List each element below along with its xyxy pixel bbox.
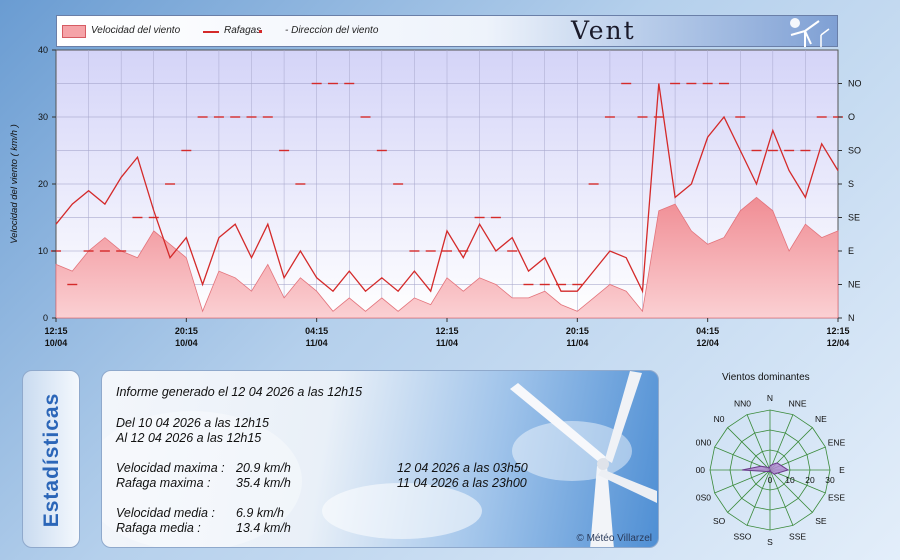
x-tick-time: 12:15 bbox=[826, 326, 849, 336]
rose-dir-label: SSE bbox=[789, 532, 806, 542]
legend-speed-label: Velocidad del viento bbox=[91, 25, 181, 36]
stats-max-speed-when: 12 04 2026 a las 03h50 bbox=[397, 461, 528, 475]
rose-dir-label: ENE bbox=[828, 437, 846, 447]
rose-data-polygon bbox=[741, 462, 790, 475]
rose-dir-label: S bbox=[767, 537, 773, 547]
rose-dir-label: 0 bbox=[696, 465, 701, 475]
x-tick-date: 12/04 bbox=[827, 338, 850, 348]
dir-tick-label: O bbox=[848, 112, 855, 122]
series bbox=[51, 82, 843, 319]
wind-rose-title: Vientos dominantes bbox=[722, 372, 810, 383]
rose-dir-label: SO bbox=[713, 516, 726, 526]
stats-max-gust-when: 11 04 2026 a las 23h00 bbox=[397, 476, 527, 490]
legend-dir-label: - Direccion del viento bbox=[285, 25, 379, 36]
rose-dir-label: ESE bbox=[828, 493, 845, 503]
wind-turbine-icon bbox=[790, 18, 830, 47]
stats-avg-gust-label: Rafaga media : bbox=[116, 521, 201, 535]
rose-dir-label: NNE bbox=[789, 398, 807, 408]
rose-spoke bbox=[727, 427, 771, 471]
dir-tick-label: NO bbox=[848, 79, 862, 89]
stats-panel: Informe generado el 12 04 2026 a las 12h… bbox=[101, 370, 659, 548]
axes: 0 10 20 30 40 N NE E SE S SO O NO 12:15 10/04 20:15 10/0… bbox=[38, 45, 862, 348]
y-tick-label: 0 bbox=[43, 313, 48, 323]
y-tick-label: 30 bbox=[38, 112, 48, 122]
legend-dir-swatch bbox=[259, 30, 262, 33]
rose-spoke bbox=[769, 469, 826, 494]
x-tick-date: 11/04 bbox=[306, 338, 328, 348]
x-tick-date: 11/04 bbox=[566, 338, 588, 348]
stats-max-speed-value: 20.9 km/h bbox=[236, 461, 291, 475]
x-tick-time: 04:15 bbox=[696, 326, 719, 336]
x-tick-time: 12:15 bbox=[44, 326, 67, 336]
x-tick-time: 12:15 bbox=[435, 326, 458, 336]
rose-spoke bbox=[769, 469, 813, 513]
y-tick-label: 20 bbox=[38, 179, 48, 189]
stats-max-gust-label: Rafaga maxima : bbox=[116, 476, 211, 490]
stats-period-from: Del 10 04 2026 a las 12h15 bbox=[116, 416, 269, 430]
rose-spoke bbox=[746, 469, 771, 526]
rose-dir-label: N bbox=[767, 393, 773, 403]
stats-period-to: Al 12 04 2026 a las 12h15 bbox=[116, 431, 262, 445]
legend-gust-label: Rafagas bbox=[224, 25, 262, 36]
legend-gust-swatch bbox=[203, 31, 219, 33]
wind-turbine-icon bbox=[102, 371, 657, 547]
stats-max-gust-value: 35.4 km/h bbox=[236, 476, 291, 490]
dir-tick-label: SE bbox=[848, 213, 860, 223]
x-tick-date: 10/04 bbox=[45, 338, 68, 348]
x-tick-time: 20:15 bbox=[175, 326, 198, 336]
rose-scale-label: 0 bbox=[768, 475, 773, 485]
y-tick-label: 10 bbox=[38, 246, 48, 256]
copyright-text: © Météo Villarzel bbox=[576, 533, 652, 544]
rose-spoke bbox=[714, 469, 771, 494]
rose-dir-label: E bbox=[839, 465, 845, 475]
rose-scale-label: 20 bbox=[805, 475, 815, 485]
stats-avg-speed-value: 6.9 km/h bbox=[236, 506, 284, 520]
dir-tick-label: E bbox=[848, 246, 854, 256]
rose-spoke bbox=[746, 414, 771, 471]
stats-avg-speed-label: Velocidad media : bbox=[116, 506, 215, 520]
dir-tick-label: S bbox=[848, 179, 854, 189]
rose-spoke bbox=[769, 469, 794, 526]
y-tick-label: 40 bbox=[38, 45, 48, 55]
stats-max-speed-label: Velocidad maxima : bbox=[116, 461, 225, 475]
dir-tick-label: NE bbox=[848, 280, 861, 290]
stats-avg-gust-value: 13.4 km/h bbox=[236, 521, 291, 535]
series-gust-line bbox=[55, 83, 839, 294]
wind-chart: 0 10 20 30 40 N NE E SE S SO O NO 12:15 10/04 20:15 10/0… bbox=[9, 45, 862, 348]
stats-side-tab: Estadísticas bbox=[22, 370, 80, 548]
x-tick-time: 20:15 bbox=[566, 326, 589, 336]
rose-dir-label: N0 bbox=[714, 414, 725, 424]
stats-report-date: Informe generado el 12 04 2026 a las 12h… bbox=[116, 385, 363, 399]
rose-dir-label: 0N0 bbox=[696, 437, 712, 447]
x-tick-time: 04:15 bbox=[305, 326, 328, 336]
legend-header: Velocidad del viento Rafagas - Direccion… bbox=[56, 15, 838, 47]
wind-rose: N NNE NE ENE E ESE SE SSE S SSO SO 0S0 0 0N0 N0 NN0 0 10 2… bbox=[696, 393, 846, 547]
x-tick-date: 12/04 bbox=[696, 338, 719, 348]
rose-left-zero: 0 bbox=[700, 465, 705, 475]
stats-side-title: Estadísticas bbox=[40, 392, 63, 528]
series-speed-area bbox=[55, 196, 839, 319]
rose-dir-label: NE bbox=[815, 414, 827, 424]
rose-spoke bbox=[769, 414, 794, 471]
rose-scale-label: 30 bbox=[825, 475, 835, 485]
legend-speed-swatch bbox=[62, 25, 86, 38]
rose-scale-label: 10 bbox=[785, 475, 795, 485]
x-tick-date: 10/04 bbox=[175, 338, 198, 348]
y-axis-label: Velocidad del viento ( km/h ) bbox=[9, 124, 20, 244]
rose-dir-label: NN0 bbox=[734, 398, 751, 408]
rose-dir-label: 0S0 bbox=[696, 493, 711, 503]
rose-dir-label: SE bbox=[815, 516, 827, 526]
dir-tick-label: SO bbox=[848, 146, 861, 156]
chart-title: Vent bbox=[571, 16, 636, 45]
rose-dir-label: SSO bbox=[733, 532, 751, 542]
rose-spoke bbox=[727, 469, 771, 513]
dir-tick-label: N bbox=[848, 313, 855, 323]
x-tick-date: 11/04 bbox=[436, 338, 458, 348]
